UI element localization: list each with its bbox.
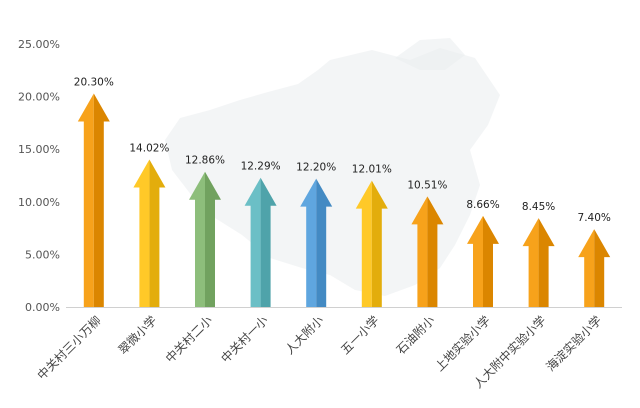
- y-tick-label: 5.00%: [25, 248, 60, 261]
- bar-arrow: [355, 180, 388, 307]
- bar-arrow-left-face: [522, 218, 539, 307]
- data-label: 12.20%: [296, 162, 336, 174]
- data-label: 20.30%: [74, 76, 114, 88]
- bar-arrow-left-face: [300, 178, 317, 307]
- y-tick-label: 25.00%: [18, 38, 60, 51]
- bar-arrow-right-face: [483, 215, 499, 307]
- category-label: 上地实验小学: [432, 313, 494, 375]
- bar-arrow: [244, 177, 277, 307]
- bar-arrow-left-face: [133, 159, 150, 307]
- bar-arrow-left-face: [77, 93, 94, 307]
- category-label: 五一小学: [337, 313, 382, 358]
- bars: [77, 93, 611, 307]
- bar-arrow-right-face: [260, 177, 277, 307]
- bar-arrow: [133, 159, 166, 307]
- data-label: 14.02%: [129, 143, 169, 155]
- map-shape-north: [395, 38, 465, 70]
- bar-arrow-right-face: [594, 229, 611, 307]
- category-label: 中关村二小: [162, 313, 215, 366]
- china-map-watermark: [165, 38, 500, 296]
- data-label: 12.86%: [185, 155, 225, 167]
- y-tick-label: 0.00%: [25, 301, 60, 314]
- bar-arrow: [77, 93, 110, 307]
- bar-arrow-right-face: [538, 218, 555, 307]
- y-tick-label: 20.00%: [18, 91, 60, 104]
- bar-arrow: [411, 196, 444, 307]
- map-shape: [165, 48, 500, 296]
- bar-arrow-right-face: [316, 178, 333, 307]
- data-label: 8.66%: [466, 199, 499, 211]
- bar-arrow-left-face: [189, 171, 205, 307]
- bar-arrow: [578, 229, 611, 307]
- bar-arrow-left-face: [244, 177, 261, 307]
- bar-arrow: [300, 178, 333, 307]
- category-label: 海淀实验小学: [543, 313, 605, 375]
- bar-arrow-right-face: [427, 196, 444, 307]
- bar-arrow-left-face: [355, 180, 372, 307]
- bar-arrow: [522, 218, 555, 307]
- axes: 0.00% 5.00% 10.00% 15.00% 20.00% 25.00%: [18, 38, 622, 314]
- bar-arrow: [189, 171, 221, 307]
- y-tick-label: 10.00%: [18, 196, 60, 209]
- bar-arrow: [467, 215, 499, 307]
- category-label: 翠微小学: [115, 313, 160, 358]
- category-label: 中关村三小万柳: [34, 313, 104, 383]
- bar-arrow-left-face: [578, 229, 595, 307]
- data-label: 12.29%: [241, 161, 281, 173]
- bar-arrow-left-face: [467, 215, 483, 307]
- category-label: 人大附小: [282, 313, 326, 357]
- y-tick-label: 15.00%: [18, 143, 60, 156]
- bar-arrow-left-face: [411, 196, 428, 307]
- data-label: 7.40%: [578, 212, 611, 224]
- category-label: 中关村一小: [218, 313, 271, 366]
- bar-arrow-right-face: [371, 180, 388, 307]
- data-label: 8.45%: [522, 201, 555, 213]
- bar-arrow-right-face: [149, 159, 166, 307]
- data-label: 12.01%: [352, 164, 392, 176]
- bar-arrow-right-face: [93, 93, 110, 307]
- category-label: 石油附小: [394, 313, 438, 357]
- data-label: 10.51%: [407, 179, 447, 191]
- bar-arrow-right-face: [205, 171, 221, 307]
